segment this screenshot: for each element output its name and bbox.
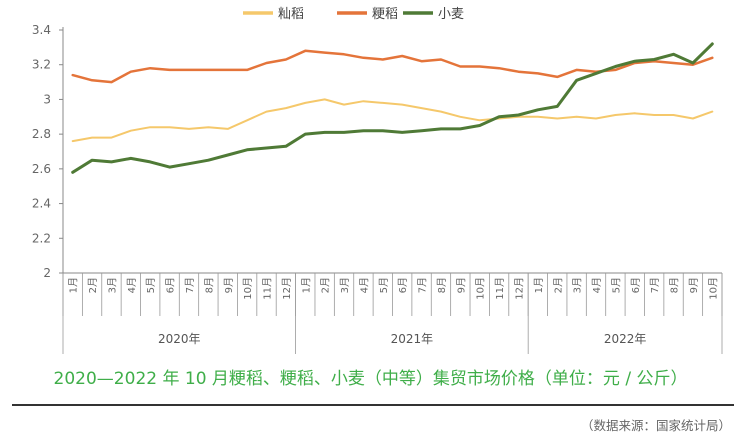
x-tick-label: 8月 <box>436 277 448 293</box>
x-tick-label: 5月 <box>610 277 622 293</box>
x-tick-label: 11月 <box>262 277 274 300</box>
y-tick-label: 2.6 <box>32 162 51 176</box>
x-tick-label: 1月 <box>68 277 80 293</box>
y-tick-label: 2 <box>43 266 51 280</box>
year-label: 2022年 <box>604 332 647 346</box>
divider <box>12 404 734 406</box>
x-tick-label: 12月 <box>513 277 525 300</box>
x-tick-label: 3月 <box>572 277 584 293</box>
series-line-小麦 <box>71 42 714 174</box>
x-tick-label: 4月 <box>126 277 138 293</box>
x-tick-label: 4月 <box>358 277 370 293</box>
x-tick-label: 9月 <box>455 277 467 293</box>
y-tick-label: 3.4 <box>32 23 51 37</box>
x-tick-label: 5月 <box>145 277 157 293</box>
legend-label: 籼稻 <box>278 7 304 22</box>
chart-title: 2020—2022 年 10 月粳稻、粳稻、小麦（中等）集贸市场价格（单位：元 … <box>53 369 688 389</box>
x-tick-label: 2月 <box>320 277 332 293</box>
x-tick-label: 1月 <box>300 277 312 293</box>
y-tick-label: 3 <box>43 92 51 106</box>
legend: 籼稻 粳稻 小麦 <box>243 7 464 22</box>
x-axis: 1月 2月 3月 4月 5月 6月 7月 8月 9月 10月 11月 12月 1月 2月 3月 4月 5月 6月 7… <box>62 272 723 354</box>
y-axis: 2 2.2 2.4 2.6 2.8 3 3.2 3.4 <box>32 23 64 280</box>
x-tick-label: 3月 <box>106 277 118 293</box>
y-tick-label: 2.8 <box>32 127 51 141</box>
x-tick-label: 7月 <box>649 277 661 293</box>
x-tick-label: 7月 <box>417 277 429 293</box>
x-tick-label: 2月 <box>552 277 564 293</box>
x-tick-label: 6月 <box>165 277 177 293</box>
x-tick-label: 9月 <box>688 277 700 293</box>
series-layer <box>71 42 714 174</box>
y-tick-label: 2.4 <box>32 197 51 211</box>
legend-label: 粳稻 <box>372 7 398 22</box>
year-label: 2020年 <box>158 332 201 346</box>
x-tick-label: 10月 <box>475 277 487 300</box>
x-tick-label: 5月 <box>378 277 390 293</box>
x-tick-label: 8月 <box>669 277 681 293</box>
y-tick-label: 3.2 <box>32 58 51 72</box>
x-tick-label: 12月 <box>281 277 293 300</box>
x-tick-label: 10月 <box>242 277 254 300</box>
legend-label: 小麦 <box>438 7 464 22</box>
x-tick-label: 6月 <box>397 277 409 293</box>
data-source: （数据来源：国家统计局） <box>580 418 731 433</box>
year-label: 2021年 <box>391 332 434 346</box>
series-line-籼稻 <box>71 98 714 143</box>
x-tick-label: 8月 <box>203 277 215 293</box>
x-tick-label: 6月 <box>630 277 642 293</box>
x-tick-label: 7月 <box>184 277 196 293</box>
y-tick-label: 2.2 <box>32 231 51 245</box>
x-tick-label: 11月 <box>494 277 506 300</box>
x-tick-label: 9月 <box>223 277 235 293</box>
x-tick-label: 2月 <box>87 277 99 293</box>
x-tick-label: 10月 <box>707 277 719 300</box>
x-tick-label: 3月 <box>339 277 351 293</box>
x-tick-label: 4月 <box>591 277 603 293</box>
x-tick-label: 1月 <box>533 277 545 293</box>
